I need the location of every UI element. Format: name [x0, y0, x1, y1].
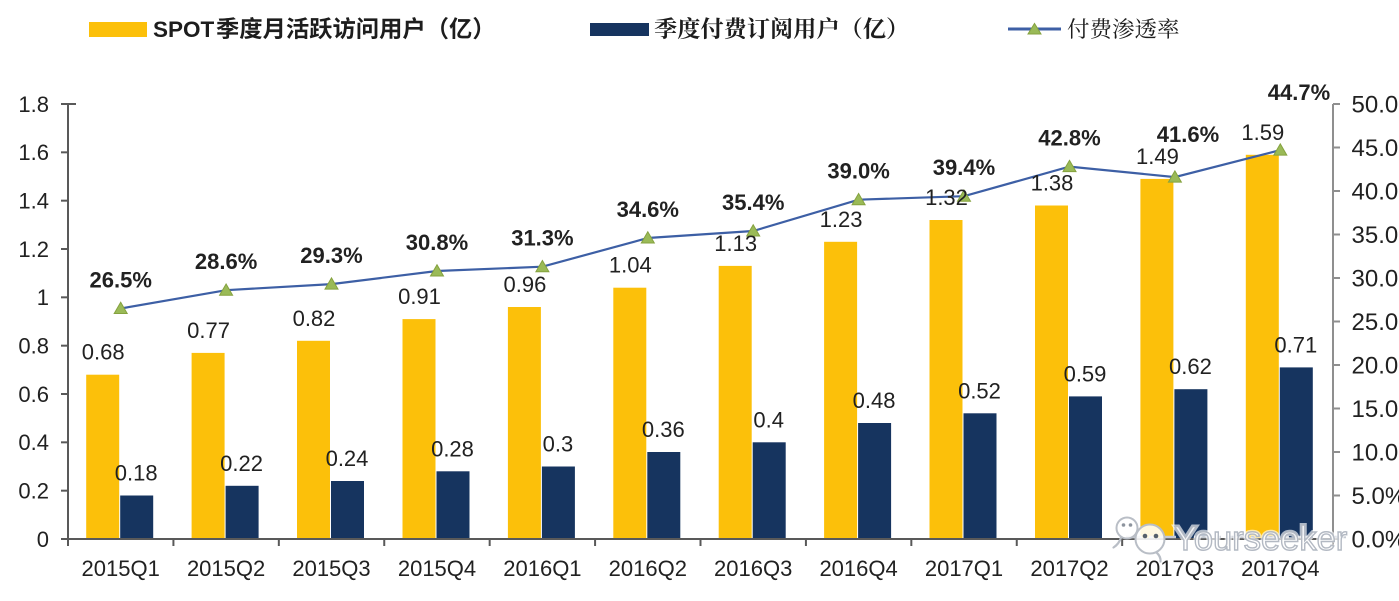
svg-text:1.13: 1.13	[714, 231, 757, 256]
svg-text:5.0%: 5.0%	[1352, 483, 1399, 510]
svg-text:26.5%: 26.5%	[90, 268, 152, 293]
svg-text:0.71: 0.71	[1274, 332, 1317, 357]
svg-text:2016Q1: 2016Q1	[503, 556, 581, 581]
svg-text:35.4%: 35.4%	[722, 190, 784, 215]
svg-text:1.04: 1.04	[609, 253, 652, 278]
svg-text:50.0%: 50.0%	[1352, 92, 1399, 119]
svg-text:28.6%: 28.6%	[195, 249, 257, 274]
svg-text:1.2: 1.2	[18, 237, 49, 262]
svg-text:45.0%: 45.0%	[1352, 135, 1399, 162]
svg-text:31.3%: 31.3%	[511, 226, 573, 251]
svg-text:2017Q1: 2017Q1	[925, 556, 1003, 581]
svg-text:39.0%: 39.0%	[827, 159, 889, 184]
svg-text:2015Q1: 2015Q1	[82, 556, 160, 581]
svg-text:SPOT: SPOT	[153, 17, 215, 42]
svg-text:2016Q4: 2016Q4	[819, 556, 897, 581]
svg-text:2017Q3: 2017Q3	[1136, 556, 1214, 581]
svg-text:0.4: 0.4	[753, 407, 784, 432]
svg-text:41.6%: 41.6%	[1157, 122, 1219, 147]
svg-text:2016Q2: 2016Q2	[609, 556, 687, 581]
svg-text:2017Q4: 2017Q4	[1241, 556, 1319, 581]
svg-text:29.3%: 29.3%	[300, 243, 362, 268]
svg-text:30.0%: 30.0%	[1352, 266, 1399, 293]
svg-text:20.0%: 20.0%	[1352, 353, 1399, 380]
svg-text:0: 0	[37, 527, 49, 552]
svg-text:0.62: 0.62	[1169, 354, 1212, 379]
svg-text:0.4: 0.4	[18, 430, 49, 455]
svg-text:1.8: 1.8	[18, 92, 49, 117]
svg-text:2015Q2: 2015Q2	[187, 556, 265, 581]
svg-text:0.96: 0.96	[503, 272, 546, 297]
svg-text:0.22: 0.22	[220, 451, 263, 476]
svg-text:15.0%: 15.0%	[1352, 396, 1399, 423]
svg-text:0.36: 0.36	[642, 417, 685, 442]
svg-text:2017Q2: 2017Q2	[1030, 556, 1108, 581]
svg-text:0.48: 0.48	[853, 388, 896, 413]
svg-text:1.59: 1.59	[1241, 120, 1284, 145]
svg-text:0.6: 0.6	[18, 382, 49, 407]
svg-text:40.0%: 40.0%	[1352, 179, 1399, 206]
svg-text:0.28: 0.28	[431, 436, 474, 461]
svg-text:1.49: 1.49	[1136, 144, 1179, 169]
svg-text:1.38: 1.38	[1031, 171, 1074, 196]
svg-text:0.0%: 0.0%	[1352, 527, 1399, 554]
svg-text:0.77: 0.77	[187, 318, 230, 343]
svg-text:1.6: 1.6	[18, 140, 49, 165]
svg-text:0.52: 0.52	[958, 378, 1001, 403]
svg-text:0.2: 0.2	[18, 479, 49, 504]
svg-text:0.3: 0.3	[543, 432, 574, 457]
svg-text:0.68: 0.68	[82, 340, 125, 365]
svg-text:1.32: 1.32	[925, 185, 968, 210]
svg-text:0.91: 0.91	[398, 284, 441, 309]
svg-text:0.82: 0.82	[293, 306, 336, 331]
svg-text:1.4: 1.4	[18, 189, 49, 214]
svg-text:1.23: 1.23	[820, 207, 863, 232]
svg-text:1: 1	[37, 285, 49, 310]
svg-text:0.18: 0.18	[115, 461, 158, 486]
svg-text:30.8%: 30.8%	[406, 230, 468, 255]
svg-text:10.0%: 10.0%	[1352, 440, 1399, 467]
svg-text:35.0%: 35.0%	[1352, 222, 1399, 249]
svg-text:34.6%: 34.6%	[617, 197, 679, 222]
svg-text:2015Q4: 2015Q4	[398, 556, 476, 581]
svg-text:44.7%: 44.7%	[1268, 80, 1330, 105]
svg-text:0.24: 0.24	[326, 446, 369, 471]
svg-text:2016Q3: 2016Q3	[714, 556, 792, 581]
svg-text:0.8: 0.8	[18, 334, 49, 359]
svg-text:42.8%: 42.8%	[1038, 126, 1100, 151]
svg-text:39.4%: 39.4%	[933, 155, 995, 180]
svg-text:25.0%: 25.0%	[1352, 309, 1399, 336]
svg-text:2015Q3: 2015Q3	[292, 556, 370, 581]
svg-text:0.59: 0.59	[1064, 361, 1107, 386]
svg-text:Yourseeker: Yourseeker	[1174, 520, 1347, 558]
